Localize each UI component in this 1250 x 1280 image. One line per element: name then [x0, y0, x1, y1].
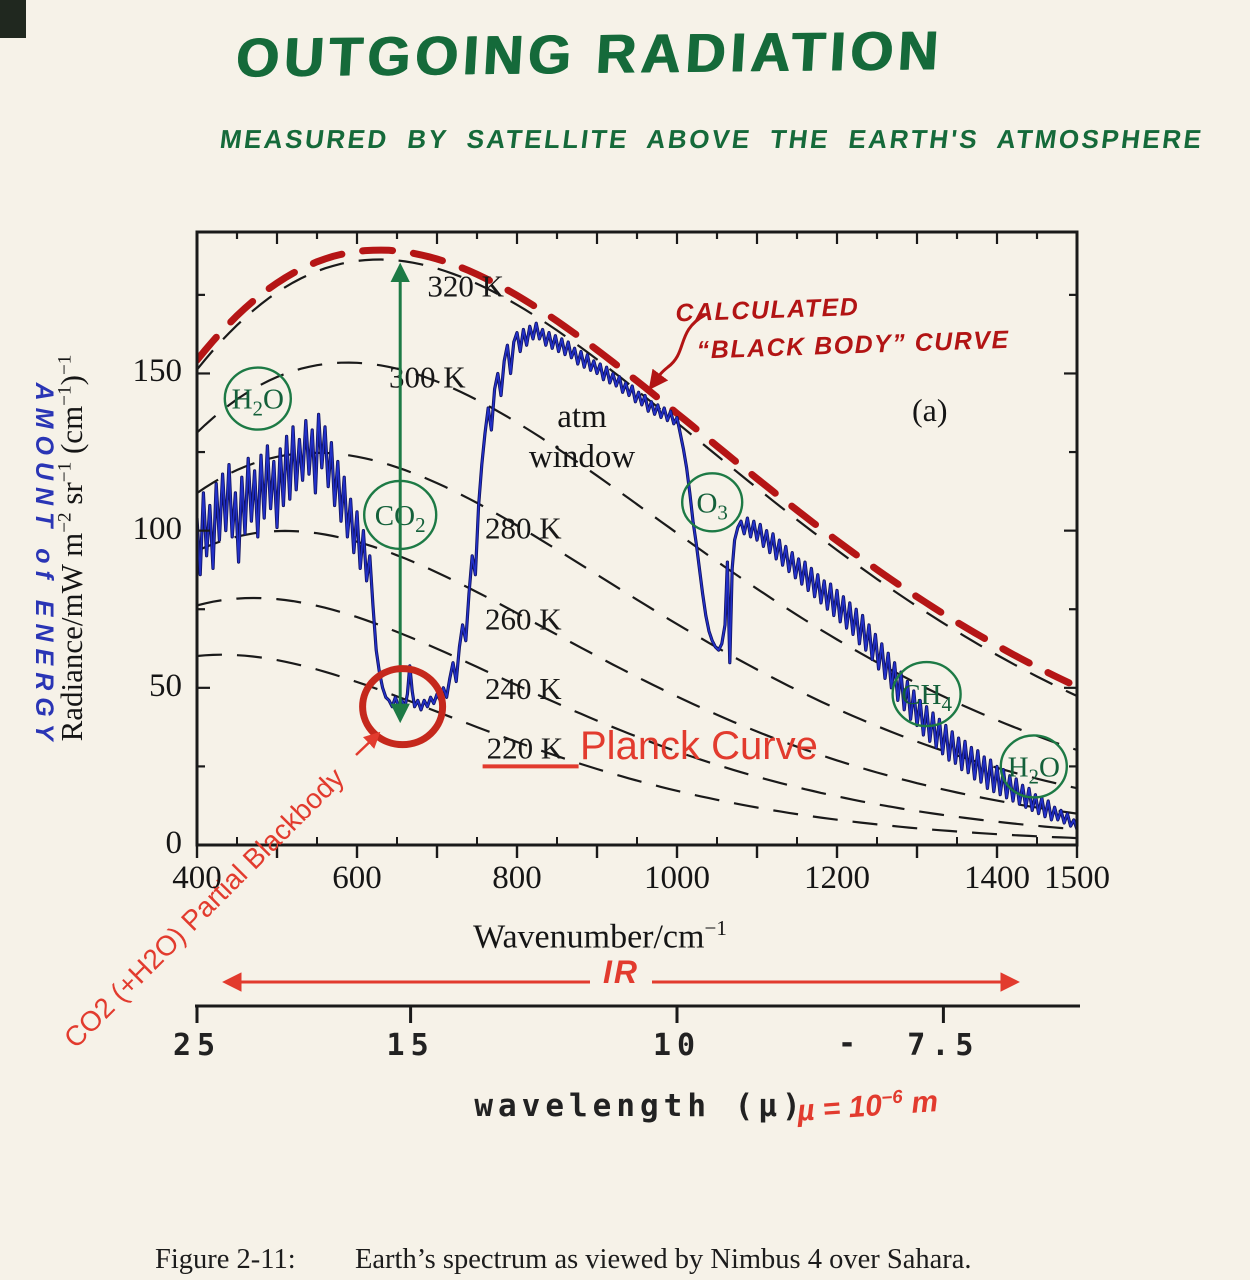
micron-note-unit: m — [901, 1085, 940, 1121]
temperature-label-300k: 300 K — [389, 360, 466, 395]
y-axis-label-part: (cm — [54, 405, 89, 462]
temperature-label-240k: 240 K — [485, 671, 562, 706]
molecule-label-h2o-left: H2O — [232, 384, 284, 421]
temperature-label-220k: 220 K — [487, 731, 564, 766]
wavelength-axis-title: wavelength (μ) — [474, 1088, 806, 1124]
co2-dip-circle — [359, 665, 447, 749]
x-tick-label-1200: 1200 — [804, 860, 870, 896]
molecule-circle-o3 — [681, 472, 744, 533]
page-subtitle: MEASURED BY SATELLITE ABOVE THE EARTH'S … — [218, 124, 1206, 154]
y-axis-label-part: sr — [54, 482, 89, 513]
x-tick-label-1000: 1000 — [644, 860, 710, 896]
wavelength-tick-label-15: 15 — [386, 1028, 435, 1063]
y-tick-label-100: 100 — [132, 510, 183, 547]
temperature-label-280k: 280 K — [485, 511, 562, 546]
x-tick-label-1500: 1500 — [1044, 860, 1110, 896]
x-axis-label: Wavenumber/cm−1 — [420, 916, 780, 956]
amount-of-energy-note: AMOUNT of ENERGY — [30, 382, 58, 748]
caption-line1: Earth’s spectrum as viewed by Nimbus 4 o… — [355, 1243, 972, 1275]
y-axis-label-exp: −1 — [54, 385, 76, 406]
molecule-circle-h2o-left — [223, 366, 292, 431]
x-tick-label-800: 800 — [492, 860, 542, 896]
y-tick-label-150: 150 — [132, 353, 183, 390]
molecule-label-ch4: CH4 — [901, 679, 952, 716]
y-tick-label-50: 50 — [149, 667, 182, 704]
y-axis-label-part: Radiance/mW m — [54, 532, 89, 742]
molecule-label-o3: O3 — [696, 487, 727, 524]
micron-note-base: µ = 10 — [796, 1089, 883, 1128]
molecule-label-co2: CO2 — [375, 500, 426, 537]
co2-partial-blackbody-note: CO2 (+H2O) Partial Blackbody — [58, 761, 351, 1054]
figure-number: Figure 2-11: — [155, 1243, 296, 1275]
y-axis-label-exp: −1 — [54, 354, 76, 376]
y-axis-label-part: ) — [54, 375, 89, 386]
atm-window-line2: window — [528, 438, 636, 475]
temperature-label-260k: 260 K — [485, 602, 562, 637]
atm-window-line1: atm — [557, 399, 607, 435]
ir-range-label: IR — [603, 954, 639, 990]
calculated-blackbody-annotation: CALCULATED “BLACK BODY” CURVE — [675, 281, 1097, 371]
wavelength-tick-label-7.5: 7.5 — [907, 1028, 980, 1063]
x-axis-label-exp: −1 — [704, 916, 727, 940]
x-tick-label-600: 600 — [332, 860, 382, 896]
x-tick-label-400: 400 — [172, 860, 222, 896]
y-axis-label-exp: −1 — [54, 461, 76, 483]
molecule-circle-h2o-right — [999, 734, 1069, 799]
page-title: OUTGOING RADIATION — [233, 19, 945, 89]
x-tick-label-1400: 1400 — [964, 860, 1030, 896]
scan-corner-artifact — [0, 0, 26, 38]
atm-window-annotation: atm window — [492, 398, 672, 477]
micron-note-exp: −6 — [880, 1085, 904, 1108]
x-axis-label-base: Wavenumber/cm — [473, 918, 705, 956]
planck-curve-annotation: Planck Curve — [580, 724, 818, 768]
molecule-circle-co2 — [363, 479, 438, 551]
co2-note-pointer-arrow — [355, 731, 381, 756]
y-axis-label-exp: −2 — [54, 512, 76, 533]
figure-caption: Figure 2-11: Earth’s spectrum as viewed b… — [155, 1164, 1165, 1280]
temperature-label-320k: 320 K — [427, 268, 504, 303]
wavelength-tick-label-25: 25 — [172, 1028, 222, 1063]
molecule-circle-ch4 — [891, 660, 962, 728]
caption-row-1: Figure 2-11: Earth’s spectrum as viewed b… — [155, 1241, 1165, 1279]
molecule-label-h2o-right: H2O — [1008, 751, 1060, 788]
wavelength-tick-label-10: 10 — [652, 1028, 702, 1063]
y-tick-label-0: 0 — [165, 825, 183, 861]
panel-label: (a) — [912, 392, 948, 428]
wavelength-minor-dash: - — [838, 1026, 857, 1061]
y-axis-label: Radiance/mW m−2 sr−1 (cm−1)−1 — [54, 278, 96, 818]
